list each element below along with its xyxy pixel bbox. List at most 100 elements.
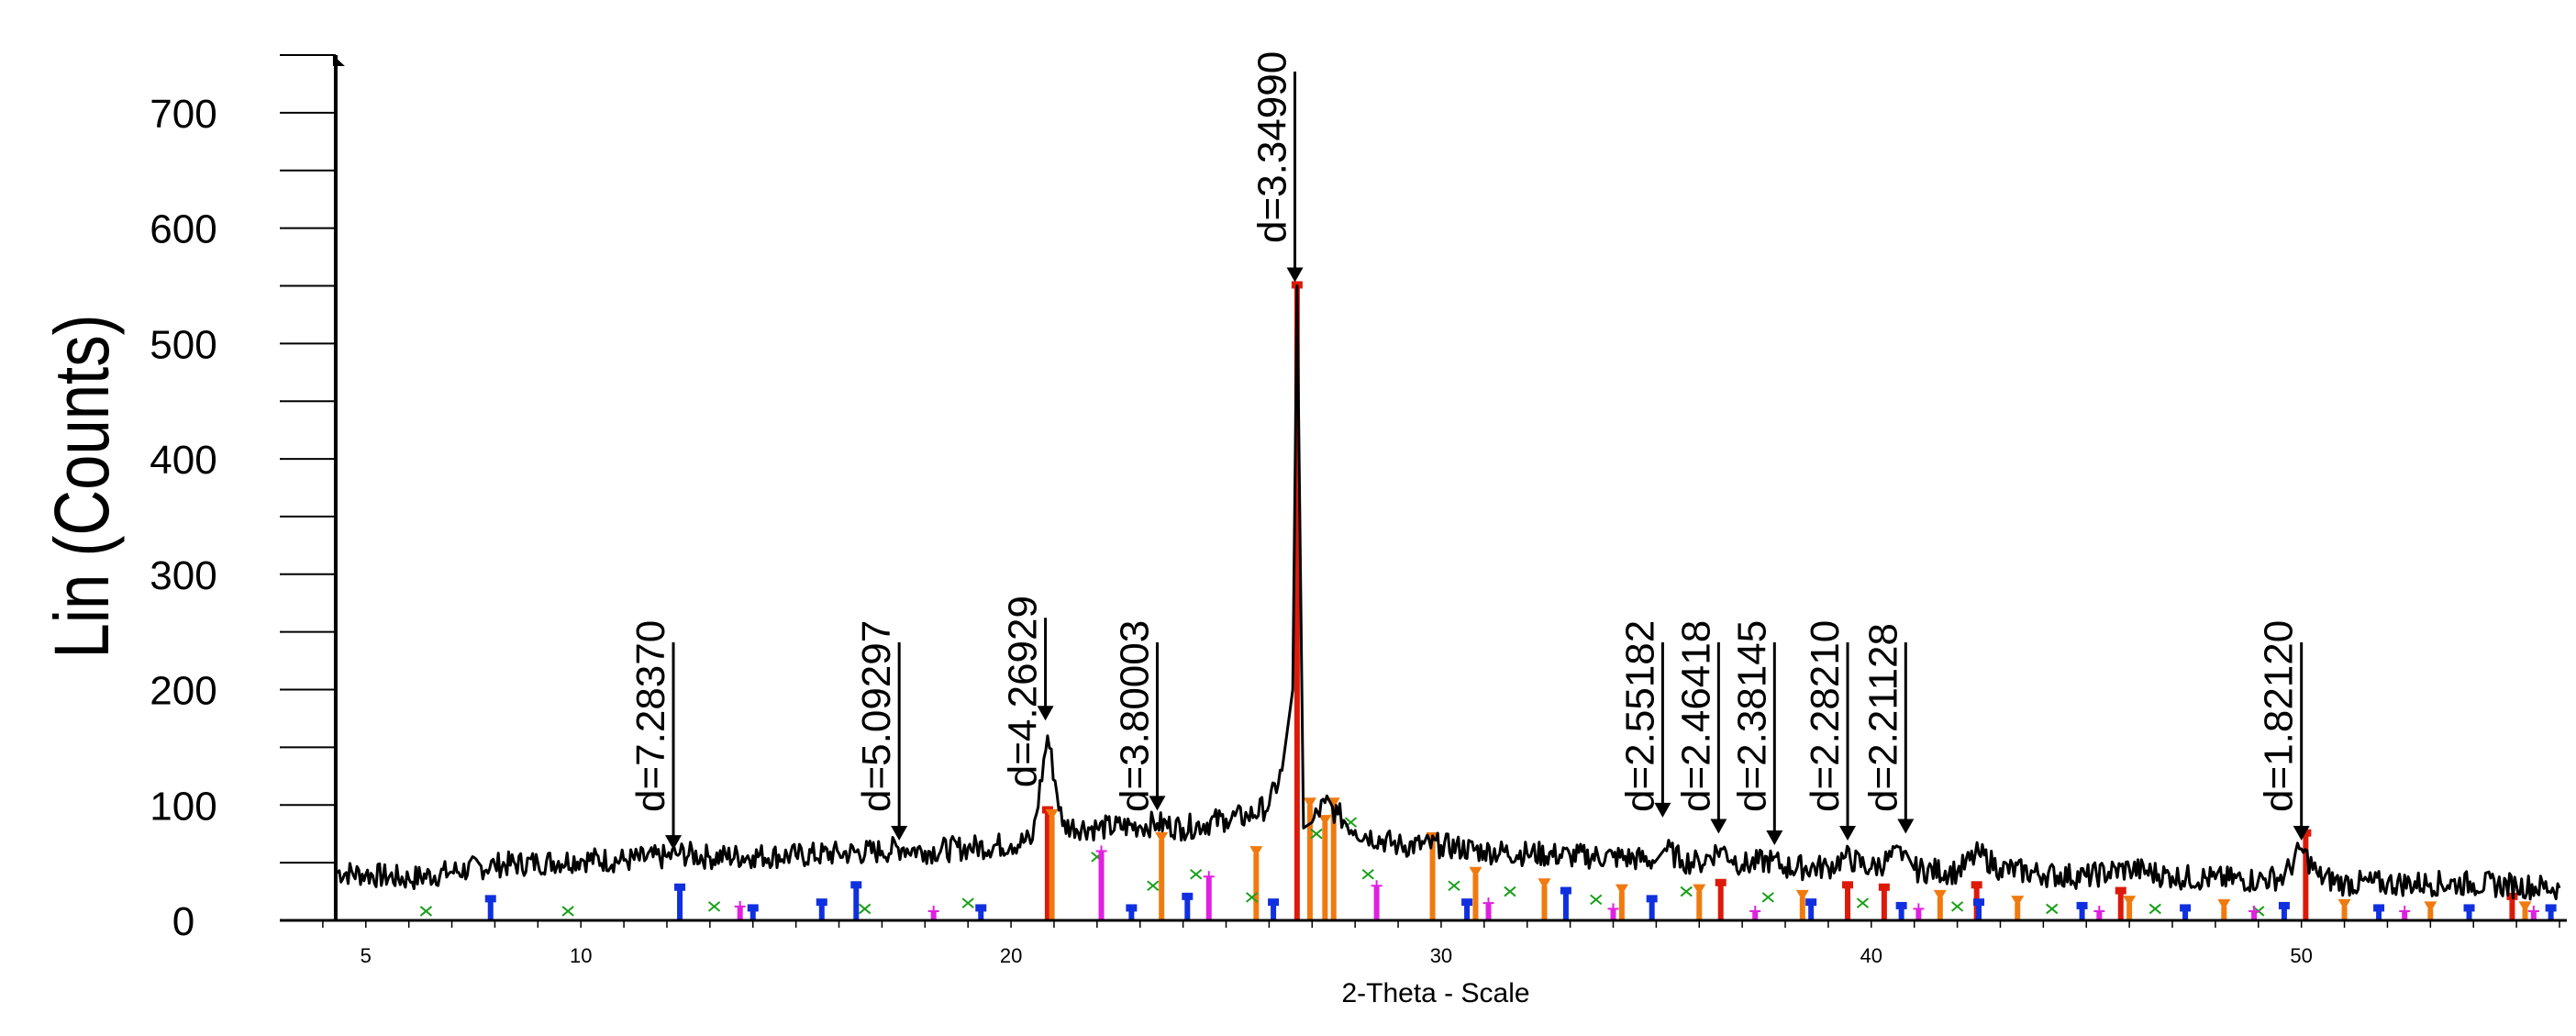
reference-marker <box>2545 904 2557 912</box>
reference-marker <box>1448 880 1460 892</box>
reference-marker <box>1538 878 1551 890</box>
peak-markers: d=7.28370 d=5.09297 d=4.26929 d=3.80003 d=3.… <box>628 51 2310 851</box>
x-tick-label: 40 <box>1860 944 1882 967</box>
peak-marker-arrow <box>1766 830 1783 846</box>
peak-label: d=2.46418 <box>1673 620 1718 812</box>
y-tick-label: 500 <box>150 322 217 367</box>
peak-marker-arrow <box>1286 267 1304 283</box>
reference-marker <box>1646 895 1658 903</box>
x-ticks: 5 10 20 30 40 50 <box>322 920 2560 967</box>
reference-marker <box>1607 903 1619 915</box>
x-axis-label: 2-Theta - Scale <box>1341 978 1529 1008</box>
reference-marker <box>1749 905 1761 917</box>
reference-marker <box>1933 889 1947 901</box>
reference-marker <box>1895 901 1907 909</box>
reference-marker <box>1245 892 1259 903</box>
reference-marker <box>1126 904 1138 912</box>
y-tick-label: 400 <box>150 438 217 483</box>
x-tick-label: 10 <box>570 944 592 967</box>
reference-marker <box>1971 881 1982 889</box>
reference-marker <box>961 897 974 908</box>
peak-marker-arrow <box>1037 706 1054 721</box>
peak-label: d=5.09297 <box>854 620 899 812</box>
reference-marker <box>2180 904 2192 912</box>
y-tick-label: 100 <box>150 784 217 829</box>
reference-marker <box>975 904 987 912</box>
reference-marker <box>927 905 939 917</box>
reference-marker <box>419 906 433 917</box>
reference-marker <box>859 903 872 915</box>
axes <box>280 55 2567 922</box>
reference-marker <box>2149 903 2161 915</box>
reference-marker <box>734 900 746 912</box>
reference-phase-sticks <box>419 281 2557 920</box>
reference-marker <box>747 904 759 912</box>
y-tick-label: 700 <box>150 92 217 137</box>
reference-marker <box>1856 897 1870 908</box>
peak-marker-arrow <box>1897 819 1915 834</box>
reference-marker <box>2248 905 2260 917</box>
reference-marker <box>1590 894 1603 906</box>
y-axis-arrow <box>332 55 345 66</box>
reference-marker <box>2337 898 2351 910</box>
y-tick-label: 0 <box>172 899 194 944</box>
x-tick-label: 5 <box>361 944 372 967</box>
reference-marker <box>2527 905 2539 917</box>
reference-marker <box>816 898 827 907</box>
peak-label: d=7.28370 <box>628 620 673 812</box>
y-axis-label: Lin (Counts) <box>39 314 126 658</box>
reference-marker <box>1249 846 1263 858</box>
reference-marker <box>1318 815 1332 827</box>
reference-marker <box>1482 897 1494 909</box>
reference-marker <box>674 883 686 891</box>
peak-marker-arrow <box>1654 802 1671 818</box>
x-tick-label: 30 <box>1430 944 1452 967</box>
x-tick-label: 20 <box>1000 944 1022 967</box>
reference-marker <box>2046 903 2059 915</box>
peak-label: d=3.80003 <box>1112 620 1157 812</box>
peak-label: d=2.28210 <box>1803 620 1848 812</box>
y-ticks: 0 100 200 300 400 500 600 700 <box>150 54 336 944</box>
reference-marker <box>2518 901 2532 913</box>
reference-marker <box>2123 896 2137 908</box>
y-tick-label: 200 <box>150 669 217 714</box>
reference-marker <box>1795 889 1809 901</box>
reference-marker <box>1913 903 1925 915</box>
reference-marker <box>2278 901 2290 909</box>
reference-marker <box>2300 829 2312 837</box>
reference-marker <box>1147 880 1160 892</box>
peak-label: d=3.34990 <box>1250 51 1295 243</box>
reference-marker <box>1303 797 1316 809</box>
reference-marker <box>1045 808 1059 820</box>
peak-marker-arrow <box>1149 796 1166 811</box>
peak-marker-arrow <box>2293 826 2310 841</box>
reference-marker <box>1182 892 1194 900</box>
y-tick-label: 600 <box>150 207 217 252</box>
reference-marker <box>2424 901 2437 913</box>
reference-marker <box>1693 884 1706 896</box>
reference-marker <box>1190 868 1203 880</box>
reference-marker <box>1203 871 1215 883</box>
x-tick-label: 50 <box>2290 944 2312 967</box>
peak-label: d=2.21128 <box>1860 623 1905 812</box>
y-tick-label: 300 <box>150 553 217 598</box>
reference-marker <box>1615 884 1628 896</box>
peak-label: d=2.38145 <box>1729 620 1774 812</box>
peak-label: d=4.26929 <box>1001 596 1046 787</box>
reference-marker <box>2399 905 2411 917</box>
reference-marker <box>2115 886 2126 895</box>
reference-marker <box>1715 878 1727 886</box>
reference-marker <box>1842 881 1854 889</box>
reference-marker <box>1950 901 1964 912</box>
reference-marker <box>1361 868 1374 880</box>
reference-marker <box>1805 898 1817 907</box>
peak-marker-arrow <box>665 835 683 851</box>
reference-marker <box>1469 866 1482 878</box>
reference-marker <box>2217 898 2231 910</box>
peak-marker-arrow <box>891 826 908 841</box>
reference-marker <box>850 881 862 889</box>
reference-marker <box>1504 886 1516 897</box>
reference-marker <box>2373 904 2385 912</box>
reference-marker <box>484 895 496 903</box>
